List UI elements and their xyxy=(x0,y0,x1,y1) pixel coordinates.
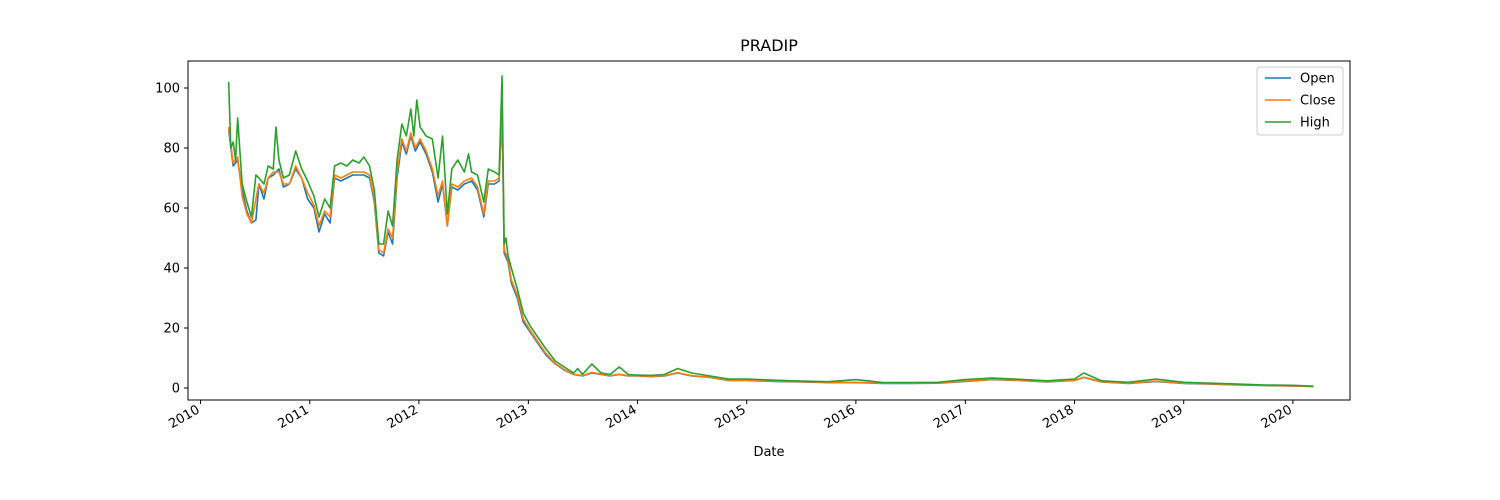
x-tick-label: 2018 xyxy=(1040,402,1076,432)
chart-title: PRADIP xyxy=(740,36,798,55)
y-tick-label: 100 xyxy=(155,82,180,97)
x-tick-label: 2014 xyxy=(603,402,639,432)
plot-area xyxy=(188,61,1350,400)
y-tick-label: 40 xyxy=(163,262,180,277)
legend-box xyxy=(1256,66,1344,136)
y-tick-label: 0 xyxy=(172,382,180,397)
plot-frame xyxy=(187,60,1351,401)
x-tick-label: 2010 xyxy=(166,402,202,432)
x-tick-label: 2013 xyxy=(494,402,530,432)
legend-label-close: Close xyxy=(1300,94,1335,109)
legend-label-open: Open xyxy=(1300,72,1335,87)
x-tick-label: 2016 xyxy=(822,402,858,432)
x-tick-label: 2017 xyxy=(931,402,967,432)
y-axis: 0 20 40 60 80 100 xyxy=(155,82,188,397)
legend-label-high: High xyxy=(1300,116,1330,131)
x-axis: 2010 2011 2012 2013 2014 2015 2016 2017 2018 2019… xyxy=(166,400,1295,432)
x-tick-label: 2019 xyxy=(1150,402,1186,432)
y-tick-label: 20 xyxy=(163,322,180,337)
y-tick-label: 80 xyxy=(163,142,180,157)
series-layer xyxy=(227,75,1314,388)
series-line-high xyxy=(227,75,1314,387)
x-tick-label: 2011 xyxy=(276,402,312,432)
x-tick-label: 2012 xyxy=(385,402,421,432)
x-tick-label: 2020 xyxy=(1259,402,1295,432)
y-tick-label: 60 xyxy=(163,202,180,217)
legend: Open Close High xyxy=(1256,66,1344,136)
x-tick-label: 2015 xyxy=(713,402,749,432)
x-axis-label: Date xyxy=(753,445,784,460)
